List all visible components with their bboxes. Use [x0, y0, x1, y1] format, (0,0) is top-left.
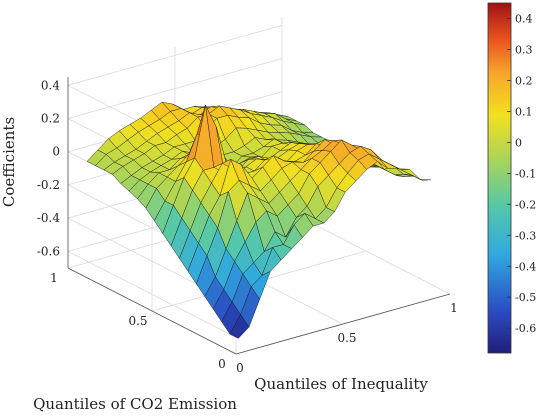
surface-patch [411, 174, 432, 181]
x-tick-label: 0 [236, 361, 244, 375]
y-tick-label: 1 [50, 271, 58, 285]
colorbar-tick-label: -0.2 [515, 198, 536, 211]
colorbar-tick-label: 0 [515, 136, 522, 149]
z-tick-label: -0.4 [37, 211, 61, 225]
grid-line [67, 251, 237, 338]
y-tick-label: 0 [218, 357, 226, 371]
colorbar-tick-label: -0.6 [515, 322, 536, 335]
colorbar-tick-label: -0.1 [515, 167, 536, 180]
y-axis-line [67, 267, 237, 355]
grid-line [67, 58, 283, 119]
colorbar-tick-label: 0.4 [515, 13, 533, 26]
z-tick-label: 0.2 [41, 112, 60, 126]
surface-mesh [86, 101, 432, 339]
z-tick-label: -0.2 [37, 178, 60, 192]
colorbar-tick-label: -0.4 [515, 260, 536, 273]
x-tick-label: 0.5 [337, 331, 356, 345]
colorbar-tick-label: 0.1 [515, 105, 533, 118]
y-tick-label: 0.5 [128, 314, 147, 328]
x-axis-label: Quantiles of Inequality [254, 375, 428, 393]
z-tick-label: -0.6 [37, 244, 60, 258]
colorbar-tick-label: 0.3 [515, 44, 533, 57]
colorbar-tick-label: -0.3 [515, 229, 536, 242]
x-tick-label: 1 [450, 301, 458, 315]
colorbar-tick-label: 0.2 [515, 74, 533, 87]
colorbar-gradient [487, 2, 512, 354]
grid-line [67, 24, 283, 86]
colorbar: 0.4 0.3 0.2 0.1 0 -0.1 -0.2 -0.3 -0.4 -0.5 -0.6 [487, 2, 536, 354]
colorbar-tick-label: -0.5 [515, 291, 536, 304]
z-tick-label: 0 [52, 145, 60, 159]
axis-ticks: 0 0.5 1 0 0.5 1 -0.6 -0.4 -0.2 0 0.2 0.4 [37, 78, 458, 375]
z-tick-label: 0.4 [41, 78, 60, 92]
x-axis-line [235, 293, 451, 355]
y-axis-label: Quantiles of CO2 Emission [33, 395, 237, 413]
z-axis-label: Coefficients [0, 117, 18, 207]
